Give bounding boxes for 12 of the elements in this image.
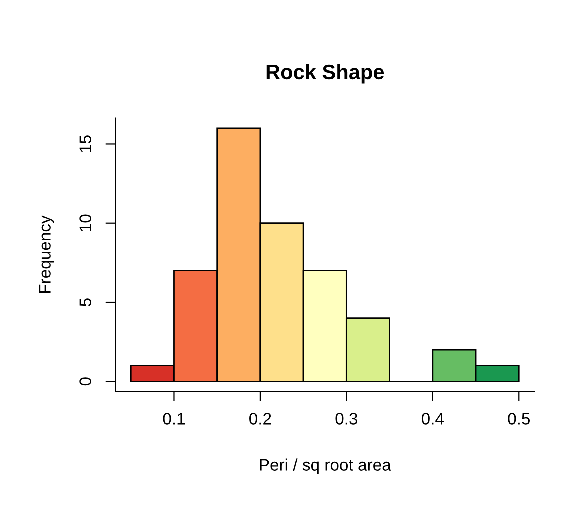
y-axis-title: Frequency <box>39 216 54 294</box>
x-tick-label: 0.4 <box>422 413 444 425</box>
x-tick-label: 0.1 <box>163 413 186 425</box>
x-tick-label: 0.3 <box>336 413 358 425</box>
x-tick-label: 0.2 <box>250 413 272 425</box>
y-tick-label: 5 <box>80 298 92 306</box>
chart-title: Rock Shape <box>266 64 384 84</box>
y-tick-label: 10 <box>80 214 92 232</box>
x-axis-title: Peri / sq root area <box>260 458 392 474</box>
x-tick-label: 0.5 <box>508 413 530 425</box>
y-tick-label: 15 <box>80 136 92 152</box>
y-tick-label: 0 <box>80 378 92 386</box>
